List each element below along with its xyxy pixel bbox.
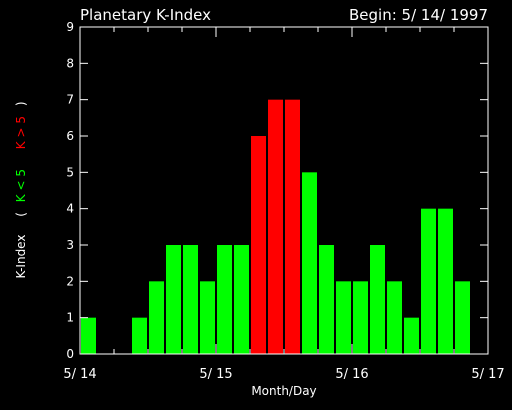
bar-4 [149, 281, 164, 354]
bar-3 [132, 317, 147, 354]
bar-15 [336, 281, 351, 354]
y-tick-label-1: 1 [66, 311, 74, 325]
x-tick-label-1: 5/ 15 [199, 367, 232, 382]
y-tick-label-7: 7 [66, 93, 74, 107]
bar-5 [166, 245, 181, 354]
x-axis-label: Month/Day [251, 384, 316, 398]
bar-10 [251, 136, 266, 354]
bar-6 [183, 245, 198, 354]
bar-series [81, 99, 470, 355]
y-axis-label-prefix: K-Index [14, 235, 28, 279]
bar-0 [81, 317, 96, 354]
bar-17 [370, 245, 385, 354]
x-tick-label-2: 5/ 16 [335, 367, 368, 382]
bar-14 [319, 245, 334, 354]
bar-21 [438, 208, 453, 354]
y-tick-label-8: 8 [66, 56, 74, 70]
x-tick-label-3: 5/ 17 [471, 367, 504, 382]
y-tick-label-0: 0 [66, 347, 74, 361]
chart-title: Planetary K-Index [80, 6, 211, 24]
y-tick-label-9: 9 [66, 20, 74, 34]
bar-22 [455, 281, 470, 354]
chart-begin-date: Begin: 5/ 14/ 1997 [349, 6, 488, 24]
bar-11 [268, 99, 283, 355]
bar-13 [302, 172, 317, 354]
x-axis: 5/ 14 5/ 15 5/ 16 5/ 17 [63, 27, 505, 382]
bar-12 [285, 99, 300, 355]
y-axis-label-close-paren: ) [14, 101, 28, 106]
bar-19 [404, 317, 419, 354]
y-tick-label-6: 6 [66, 129, 74, 143]
bar-8 [217, 245, 232, 354]
y-tick-label-2: 2 [66, 274, 74, 288]
bar-18 [387, 281, 402, 354]
bar-20 [421, 208, 436, 354]
y-tick-label-4: 4 [66, 202, 74, 216]
legend-high-label: K > 5 [14, 116, 28, 149]
legend-low-label: K < 5 [14, 169, 28, 202]
bar-16 [353, 281, 368, 354]
y-axis-label: K-Index ( K < 5 K > 5 ) [14, 101, 28, 278]
bar-7 [200, 281, 215, 354]
y-tick-label-3: 3 [66, 238, 74, 252]
x-tick-label-0: 5/ 14 [63, 367, 96, 382]
y-tick-label-5: 5 [66, 165, 74, 179]
y-axis: 0 1 2 3 4 5 6 7 8 9 [66, 20, 488, 361]
y-axis-label-open-paren: ( [14, 212, 28, 217]
bar-9 [234, 245, 249, 354]
